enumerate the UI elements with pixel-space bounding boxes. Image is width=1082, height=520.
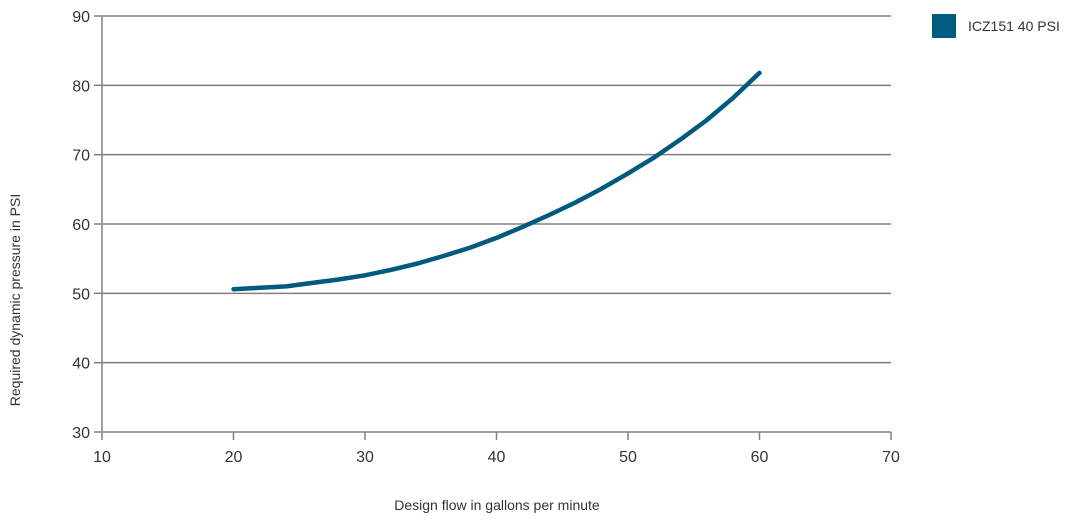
y-tick-label: 90 (72, 9, 90, 26)
y-tick-label: 40 (72, 356, 90, 373)
gridlines (102, 15, 891, 364)
x-tick-label: 40 (488, 449, 506, 466)
y-tick-label: 60 (72, 217, 90, 234)
legend-label-icz151: ICZ151 40 PSI (968, 18, 1060, 34)
y-axis-ticks: 30 40 50 60 70 80 90 (72, 9, 102, 442)
x-axis-ticks: 10 20 30 40 50 60 70 (93, 432, 900, 466)
x-tick-label: 10 (93, 449, 111, 466)
x-tick-label: 70 (882, 449, 900, 466)
series-lines (231, 70, 762, 292)
y-axis-title: Required dynamic pressure in PSI (7, 194, 23, 406)
series-line-0 (231, 70, 762, 292)
x-tick-label: 60 (751, 449, 769, 466)
y-tick-label: 70 (72, 148, 90, 165)
x-tick-label: 20 (225, 449, 243, 466)
x-tick-label: 30 (356, 449, 374, 466)
legend: ICZ151 40 PSI (932, 14, 1060, 38)
y-tick-label: 50 (72, 286, 90, 303)
x-tick-label: 50 (619, 449, 637, 466)
y-tick-label: 30 (72, 425, 90, 442)
x-axis-title: Design flow in gallons per minute (394, 497, 600, 513)
y-tick-label: 80 (72, 78, 90, 95)
legend-swatch (932, 14, 956, 38)
